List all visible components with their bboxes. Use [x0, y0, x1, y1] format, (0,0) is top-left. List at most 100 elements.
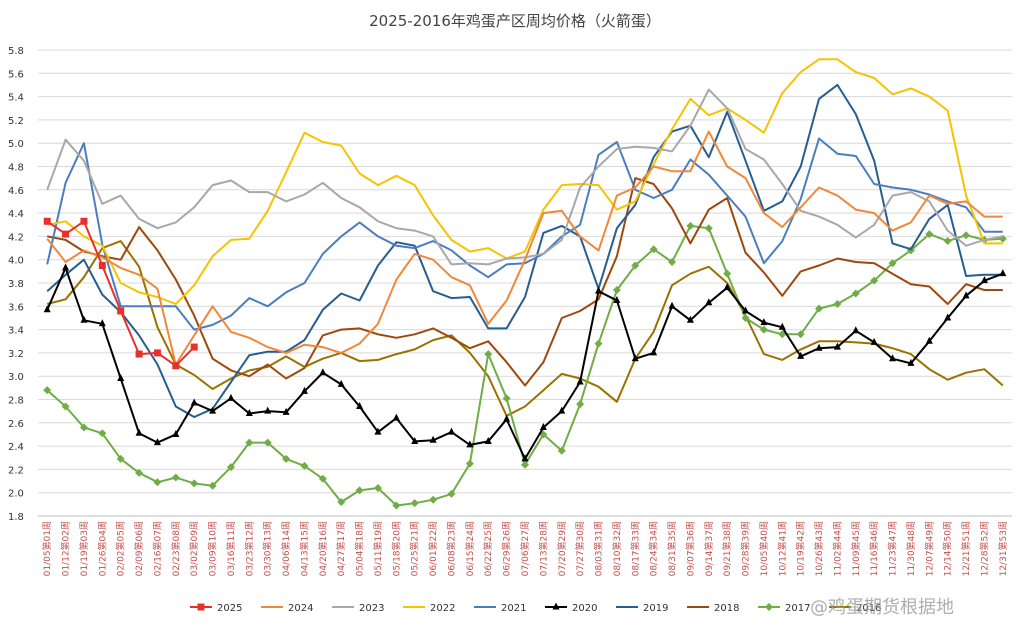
- point: [300, 461, 309, 470]
- x-tick-label: 06/08第23周: [445, 521, 457, 576]
- point: [263, 438, 272, 447]
- y-tick-label: 2.2: [8, 465, 24, 476]
- x-tick-label: 01/19第03周: [78, 521, 90, 576]
- legend-label: 2024: [288, 603, 313, 614]
- y-tick-label: 2.8: [8, 396, 24, 407]
- point: [337, 498, 346, 507]
- point: [264, 406, 272, 414]
- x-tick-label: 10/05第40周: [758, 521, 770, 576]
- point: [741, 313, 750, 322]
- y-tick-label: 5.0: [8, 139, 24, 150]
- line: [46, 137, 1003, 331]
- point: [705, 298, 713, 306]
- legend-label: 2025: [217, 603, 242, 614]
- x-tick-label: 08/31第35周: [666, 521, 678, 576]
- point: [631, 354, 639, 362]
- point: [888, 259, 897, 268]
- legend-label: 2023: [359, 603, 384, 614]
- x-tick-label: 05/18第20周: [390, 521, 402, 576]
- point: [190, 343, 198, 351]
- point: [43, 217, 51, 225]
- x-tick-label: 07/20第29周: [556, 521, 568, 576]
- legend-label: 2022: [430, 603, 455, 614]
- point: [153, 349, 161, 357]
- series: [46, 137, 1003, 331]
- point: [833, 342, 841, 350]
- x-tick-label: 03/16第11周: [225, 521, 237, 576]
- x-tick-label: 06/22第25周: [482, 521, 494, 576]
- point: [649, 245, 658, 254]
- point: [552, 602, 560, 610]
- x-tick-label: 02/23第08周: [170, 521, 182, 576]
- point: [778, 322, 786, 330]
- point: [576, 400, 585, 409]
- point: [447, 427, 455, 435]
- x-tick-label: 04/27第17周: [335, 521, 347, 576]
- x-tick-label: 01/26第04周: [96, 521, 108, 576]
- x-tick-label: 11/30第48周: [905, 521, 917, 576]
- x-tick-label: 06/01第22周: [427, 521, 439, 576]
- x-tick-label: 12/21第51周: [960, 521, 972, 576]
- point: [245, 438, 254, 447]
- point: [723, 269, 732, 278]
- point: [833, 299, 842, 308]
- point: [319, 368, 327, 376]
- x-tick-label: 05/25第21周: [409, 521, 421, 576]
- point: [43, 386, 52, 395]
- point: [429, 435, 437, 443]
- x-tick-label: 09/28第39周: [740, 521, 752, 576]
- point: [962, 231, 971, 240]
- point: [815, 343, 823, 351]
- point: [190, 479, 199, 488]
- y-tick-label: 1.8: [8, 512, 24, 523]
- point: [356, 401, 364, 409]
- point: [851, 289, 860, 298]
- legend-label: 2016: [856, 603, 881, 614]
- series: [43, 221, 1007, 510]
- y-tick-label: 2.0: [8, 489, 24, 500]
- point: [282, 407, 290, 415]
- x-tick-label: 03/02第09周: [188, 521, 200, 576]
- point: [98, 429, 107, 438]
- y-tick-label: 3.8: [8, 279, 24, 290]
- x-tick-label: 09/14第37周: [703, 521, 715, 576]
- x-tick-label: 10/12第41周: [776, 521, 788, 576]
- y-tick-label: 2.6: [8, 419, 24, 430]
- x-tick-label: 12/07第49周: [923, 521, 935, 576]
- y-tick-label: 3.4: [8, 326, 24, 337]
- x-tick-label: 06/15第24周: [464, 521, 476, 576]
- y-tick-label: 2.4: [8, 442, 24, 453]
- x-tick-label: 03/30第13周: [262, 521, 274, 576]
- point: [465, 459, 474, 468]
- point: [962, 291, 970, 299]
- line: [46, 83, 1003, 418]
- point: [172, 362, 180, 370]
- x-tick-label: 11/23第47周: [887, 521, 899, 576]
- point: [668, 301, 676, 309]
- point: [172, 429, 180, 437]
- point: [447, 489, 456, 498]
- point: [80, 217, 88, 225]
- legend-label: 2021: [501, 603, 526, 614]
- point: [429, 495, 438, 504]
- point: [521, 454, 529, 462]
- point: [411, 436, 419, 444]
- point: [943, 237, 952, 246]
- point: [558, 406, 566, 414]
- point: [300, 386, 308, 394]
- x-tick-label: 12/28第52周: [978, 521, 990, 576]
- line: [46, 130, 1003, 366]
- point: [613, 295, 621, 303]
- point: [668, 258, 677, 267]
- point: [117, 374, 125, 382]
- point: [208, 481, 217, 490]
- y-tick-label: 5.4: [8, 93, 24, 104]
- x-tick-label: 04/13第15周: [298, 521, 310, 576]
- point: [484, 436, 492, 444]
- point: [79, 423, 88, 432]
- x-tick-label: 04/20第16周: [317, 521, 329, 576]
- x-tick-label: 11/02第44周: [831, 521, 843, 576]
- point: [337, 379, 345, 387]
- line: [47, 177, 1003, 387]
- point: [815, 304, 824, 313]
